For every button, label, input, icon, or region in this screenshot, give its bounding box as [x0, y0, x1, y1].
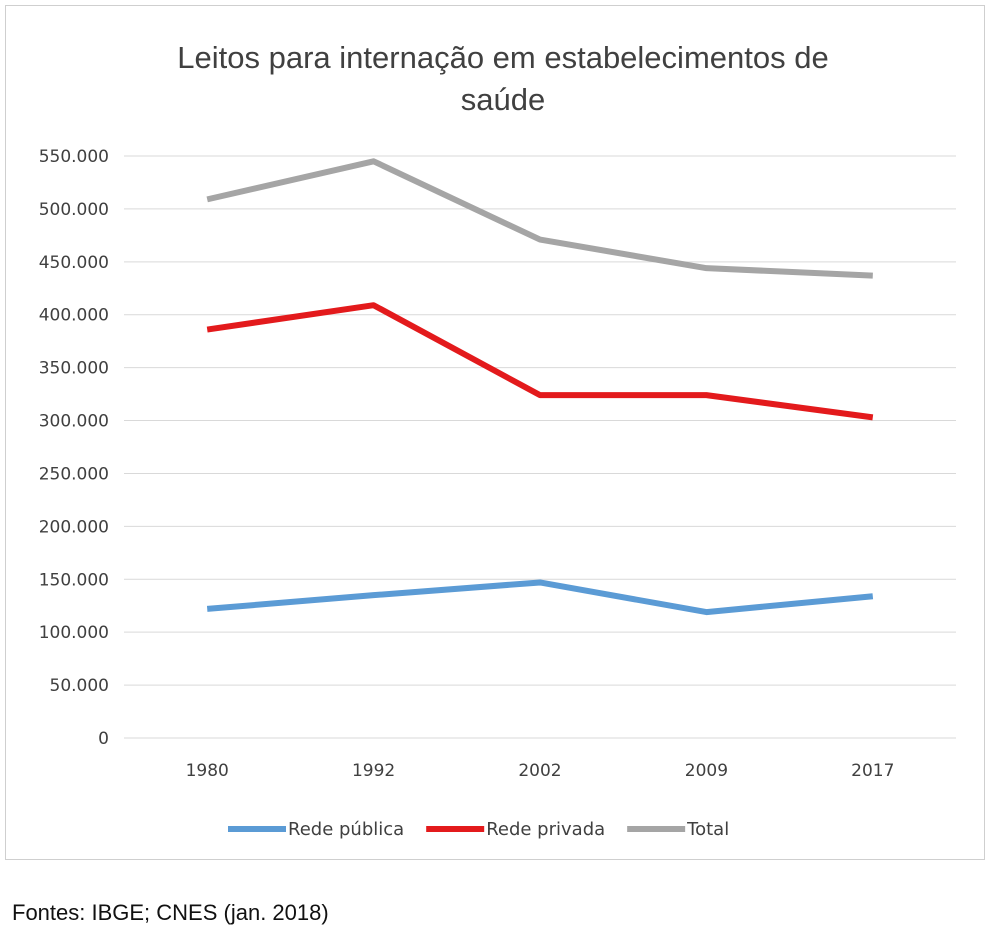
legend-label: Total — [686, 819, 729, 840]
series-line-rede-pública — [206, 579, 874, 616]
chart-frame: Leitos para internação em estabeleciment… — [5, 5, 985, 860]
y-tick-label: 50.000 — [50, 676, 109, 696]
line-chart: Leitos para internação em estabeleciment… — [39, 40, 956, 840]
y-tick-label: 200.000 — [39, 517, 109, 537]
legend-label: Rede pública — [288, 819, 404, 840]
y-tick-label: 450.000 — [39, 253, 109, 273]
y-tick-label: 250.000 — [39, 464, 109, 484]
source-note: Fontes: IBGE; CNES (jan. 2018) — [12, 900, 329, 925]
legend-label: Rede privada — [486, 819, 605, 840]
y-tick-label: 550.000 — [39, 147, 109, 167]
x-tick-label: 2002 — [518, 761, 561, 781]
series-line-rede-privada — [206, 302, 874, 421]
y-tick-label: 0 — [98, 729, 109, 749]
y-tick-label: 150.000 — [39, 570, 109, 590]
x-tick-label: 1980 — [186, 761, 229, 781]
x-tick-label: 2009 — [685, 761, 728, 781]
x-tick-label: 2017 — [851, 761, 894, 781]
chart-title-line-2: saúde — [461, 82, 545, 117]
y-tick-label: 400.000 — [39, 306, 109, 326]
y-tick-label: 300.000 — [39, 412, 109, 432]
y-tick-label: 500.000 — [39, 200, 109, 220]
y-tick-label: 100.000 — [39, 623, 109, 643]
y-tick-label: 350.000 — [39, 359, 109, 379]
chart-title-line-1: Leitos para internação em estabeleciment… — [177, 40, 828, 75]
x-tick-label: 1992 — [352, 761, 395, 781]
series-line-total — [206, 158, 873, 279]
